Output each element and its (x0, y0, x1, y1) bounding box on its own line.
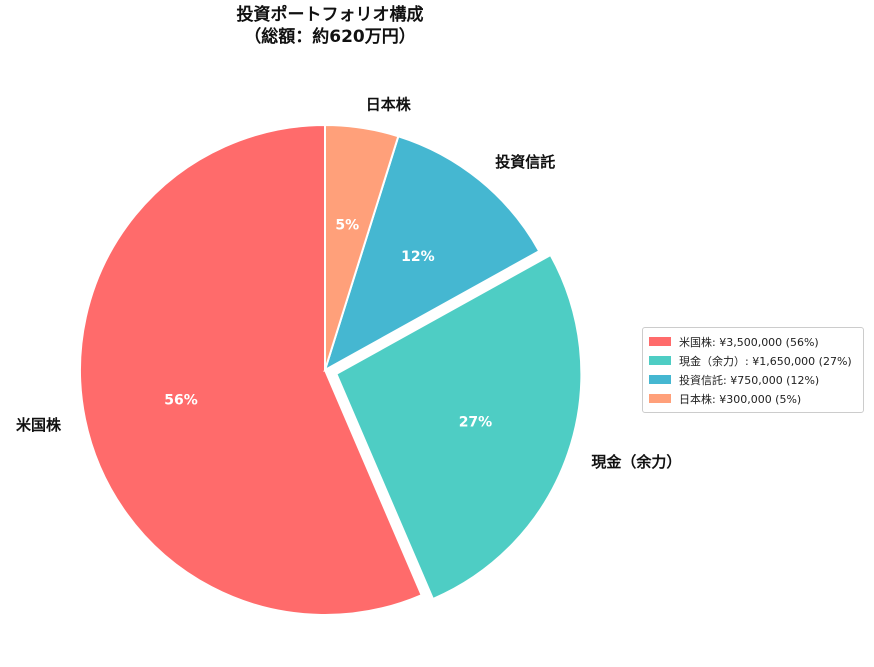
legend-swatch (649, 337, 671, 346)
slice-category-label: 日本株 (366, 96, 412, 114)
legend-label: 現金（余力）: ¥1,650,000 (27%) (679, 354, 852, 368)
slice-percent-label: 5% (335, 218, 359, 234)
chart-title: 投資ポートフォリオ構成 (236, 5, 424, 25)
legend-label: 投資信託: ¥750,000 (12%) (679, 373, 820, 387)
legend-swatch (649, 394, 671, 403)
legend-entry: 日本株: ¥300,000 (5%) (649, 389, 857, 408)
legend-swatch (649, 356, 671, 365)
slice-category-label: 米国株 (16, 416, 62, 434)
legend-swatch (649, 375, 671, 384)
slice-category-label: 投資信託 (495, 153, 555, 171)
slice-percent-label: 27% (459, 414, 493, 430)
legend-label: 米国株: ¥3,500,000 (56%) (679, 335, 819, 349)
slice-category-label: 現金（余力） (591, 453, 681, 471)
legend-label: 日本株: ¥300,000 (5%) (679, 392, 802, 406)
slice-percent-label: 12% (401, 249, 435, 265)
legend-entry: 米国株: ¥3,500,000 (56%) (649, 332, 857, 351)
pie-slice (324, 123, 400, 371)
legend-entry: 現金（余力）: ¥1,650,000 (27%) (649, 351, 857, 370)
slice-percent-label: 56% (164, 393, 198, 409)
chart-subtitle: （総額：約620万円） (244, 27, 416, 47)
legend-entry: 投資信託: ¥750,000 (12%) (649, 370, 857, 389)
pie-slice (335, 253, 583, 601)
pie-slice (323, 134, 541, 373)
chart-title-block: 投資ポートフォリオ構成 （総額：約620万円） (130, 4, 530, 48)
chart-legend: 米国株: ¥3,500,000 (56%) 現金（余力）: ¥1,650,000 … (642, 327, 864, 413)
pie-slice (79, 123, 423, 616)
